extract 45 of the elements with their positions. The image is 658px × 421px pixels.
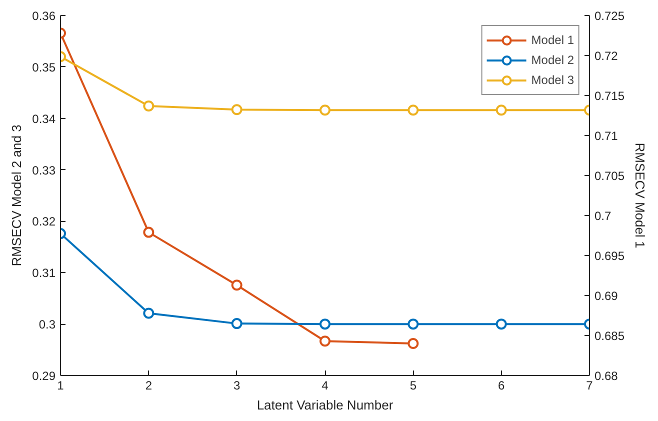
point — [231, 318, 242, 330]
point — [231, 280, 242, 291]
x-tick-label: 6 — [498, 378, 505, 392]
x-tick-label: 7 — [586, 378, 594, 392]
y-tick-label: 0.36 — [32, 9, 56, 23]
point — [143, 308, 154, 319]
legend-label: Model 2 — [531, 53, 574, 67]
point — [408, 318, 419, 330]
y-tick-label: 0.33 — [32, 163, 56, 178]
x-tick-label: 5 — [410, 378, 417, 392]
y-tick-label: 0.32 — [32, 214, 56, 229]
y-tick-label: 0.29 — [32, 369, 56, 383]
point — [408, 338, 419, 349]
y2-tick-label: 0.725 — [594, 9, 625, 23]
point — [320, 336, 330, 347]
y-axis-title: RMSECV Model 2 and 3 — [9, 124, 24, 266]
y2-tick-label: 0.71 — [594, 129, 618, 143]
x-axis-title: Latent Variable Number — [256, 398, 394, 412]
x-tick-label: 2 — [145, 378, 152, 392]
point — [320, 104, 330, 116]
y2-tick-label: 0.72 — [594, 49, 618, 63]
y2-axis-title: RMSECV Model 1 — [632, 142, 648, 248]
point — [143, 226, 154, 238]
y2-tick-label: 0.7 — [594, 209, 612, 223]
y-tick-label: 0.31 — [32, 266, 56, 280]
y2-tick-label: 0.68 — [594, 369, 618, 383]
point — [143, 100, 154, 112]
point — [320, 318, 330, 330]
point — [231, 104, 242, 116]
y2-tick-label: 0.69 — [594, 289, 618, 303]
y2-tick-label: 0.705 — [594, 169, 625, 183]
y2-tick-label: 0.695 — [594, 249, 625, 263]
legend-label: Model 1 — [531, 33, 574, 47]
y-tick-label: 0.35 — [32, 60, 56, 74]
x-tick-label: 4 — [322, 378, 329, 392]
legend-label: Model 3 — [531, 73, 574, 87]
y-tick-label: 0.3 — [38, 318, 56, 332]
y-tick-label: 0.34 — [32, 112, 56, 126]
y2-tick-label: 0.715 — [594, 89, 625, 103]
point — [496, 318, 507, 330]
point — [496, 104, 507, 116]
y2-tick-label: 0.685 — [594, 329, 625, 343]
point — [408, 104, 419, 116]
x-tick-label: 1 — [57, 378, 64, 392]
x-tick-label: 3 — [233, 378, 240, 392]
